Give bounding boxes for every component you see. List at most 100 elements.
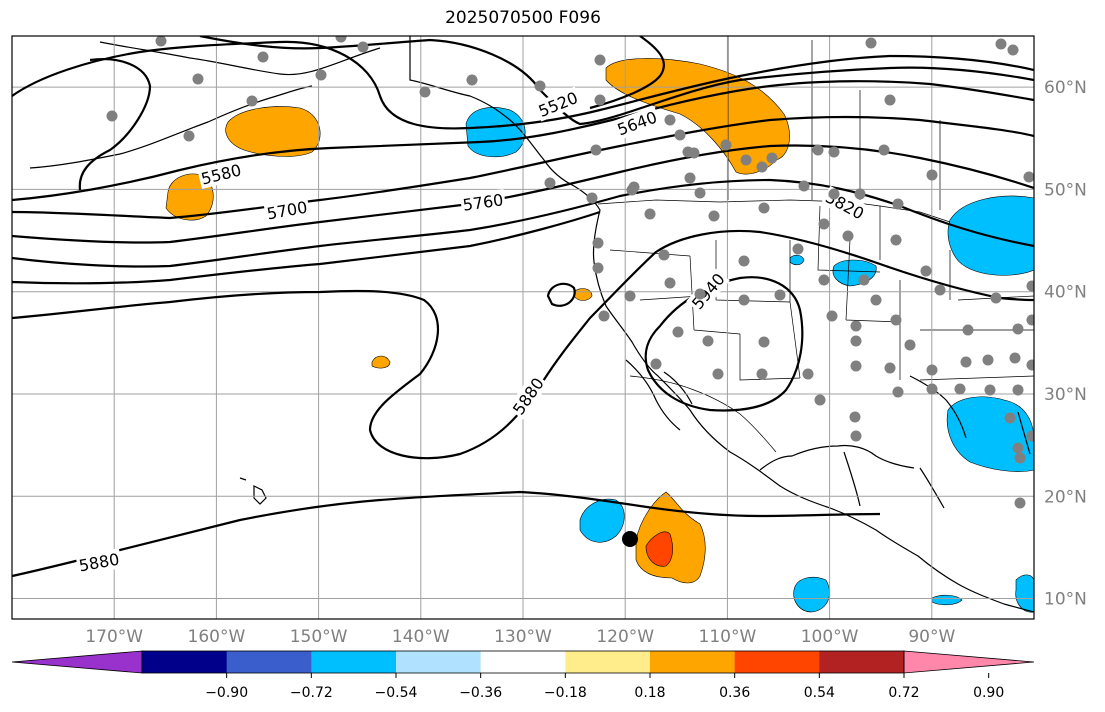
station-marker	[892, 198, 904, 210]
station-marker	[658, 249, 670, 261]
station-marker	[1014, 497, 1026, 509]
colorbar: −0.90 −0.72 −0.54 −0.36 −0.18 0.18 0.36 0.54 0.7…	[11, 650, 1035, 701]
strong-positive-anomaly-region	[645, 531, 673, 567]
colorbar-bin	[226, 651, 312, 673]
contour-5580	[12, 40, 1034, 130]
station-marker	[878, 144, 890, 156]
station-marker	[1023, 171, 1034, 183]
negative-anomaly-region	[579, 498, 625, 543]
negative-anomaly-region	[465, 107, 526, 158]
station-marker	[688, 147, 700, 159]
colorbar-bin	[396, 651, 482, 673]
colorbar-tick-label: −0.54	[375, 685, 418, 701]
station-marker	[534, 80, 546, 92]
station-marker	[628, 181, 640, 193]
longitude-label: 150°W	[290, 627, 348, 647]
longitude-label: 160°W	[188, 627, 246, 647]
station-marker	[1004, 412, 1016, 424]
station-marker	[544, 177, 556, 189]
station-marker	[335, 36, 347, 43]
station-marker	[594, 54, 606, 66]
longitude-labels: 170°W 160°W 150°W 140°W 130°W 120°W 110°W 100°W…	[85, 627, 955, 647]
negative-anomaly-region	[931, 594, 963, 606]
station-marker	[720, 139, 732, 151]
longitude-label: 110°W	[699, 627, 757, 647]
contour-5880	[12, 229, 1034, 460]
station-marker	[854, 188, 866, 200]
station-marker	[738, 255, 750, 267]
contour-5700	[12, 115, 1034, 220]
station-marker	[702, 335, 714, 347]
latitude-label: 40°N	[1044, 283, 1087, 303]
station-marker	[1026, 280, 1034, 292]
station-marker	[774, 289, 786, 301]
station-marker	[954, 383, 966, 395]
station-marker	[995, 38, 1007, 50]
colorbar-tick-label: 0.54	[804, 685, 835, 701]
station-marker	[466, 74, 478, 86]
storm-center-marker	[622, 531, 638, 547]
station-marker	[826, 310, 838, 322]
station-marker	[884, 362, 896, 374]
colorbar-tick-label: −0.72	[290, 685, 333, 701]
longitude-label: 140°W	[392, 627, 450, 647]
station-marker	[962, 324, 974, 336]
station-marker	[904, 339, 916, 351]
positive-anomaly-region	[225, 106, 321, 157]
station-marker	[1026, 430, 1034, 442]
station-marker	[870, 294, 882, 306]
station-marker	[594, 94, 606, 106]
station-marker	[694, 288, 706, 300]
colorbar-bin	[819, 651, 905, 673]
colorbar-extend-max	[903, 650, 1035, 674]
station-marker	[892, 386, 904, 398]
station-marker	[586, 192, 598, 204]
colorbar-bin	[650, 651, 736, 673]
contour-5880-south	[12, 490, 881, 578]
colorbar-tick-label: −0.18	[544, 685, 587, 701]
station-marker	[246, 95, 258, 107]
contour-5880-closed	[546, 282, 576, 307]
station-marker	[106, 110, 118, 122]
station-marker	[624, 290, 636, 302]
station-marker	[315, 69, 327, 81]
station-marker	[664, 114, 676, 126]
station-marker	[850, 335, 862, 347]
contour-5520	[199, 36, 1034, 126]
station-marker	[842, 230, 854, 242]
longitude-label: 130°W	[494, 627, 552, 647]
station-marker	[812, 144, 824, 156]
colorbar-bin	[311, 651, 397, 673]
colorbar-bin	[142, 651, 228, 673]
longitude-label: 120°W	[596, 627, 654, 647]
station-marker	[850, 360, 862, 372]
station-marker	[884, 94, 896, 106]
station-marker	[553, 36, 559, 37]
station-marker	[802, 368, 814, 380]
station-marker	[766, 152, 778, 164]
station-marker	[672, 326, 684, 338]
station-marker	[1007, 44, 1019, 56]
station-marker	[155, 36, 167, 47]
station-marker	[990, 292, 1002, 304]
contour-5940	[644, 276, 804, 412]
station-marker	[419, 86, 431, 98]
station-marker	[920, 265, 932, 277]
station-marker	[192, 73, 204, 85]
station-marker	[257, 51, 269, 63]
station-marker	[684, 172, 696, 184]
latitude-label: 60°N	[1044, 78, 1087, 98]
coastlines	[29, 36, 1034, 613]
positive-anomaly-region	[573, 288, 593, 301]
station-marker	[849, 411, 861, 423]
station-marker	[644, 208, 656, 220]
contour-5580-b	[78, 58, 152, 191]
station-marker	[828, 146, 840, 158]
latitude-label: 50°N	[1044, 180, 1087, 200]
latitude-label: 30°N	[1044, 385, 1087, 405]
positive-anomaly-region	[371, 355, 391, 369]
station-marker	[650, 358, 662, 370]
station-marker	[694, 187, 706, 199]
station-marker	[708, 210, 720, 222]
